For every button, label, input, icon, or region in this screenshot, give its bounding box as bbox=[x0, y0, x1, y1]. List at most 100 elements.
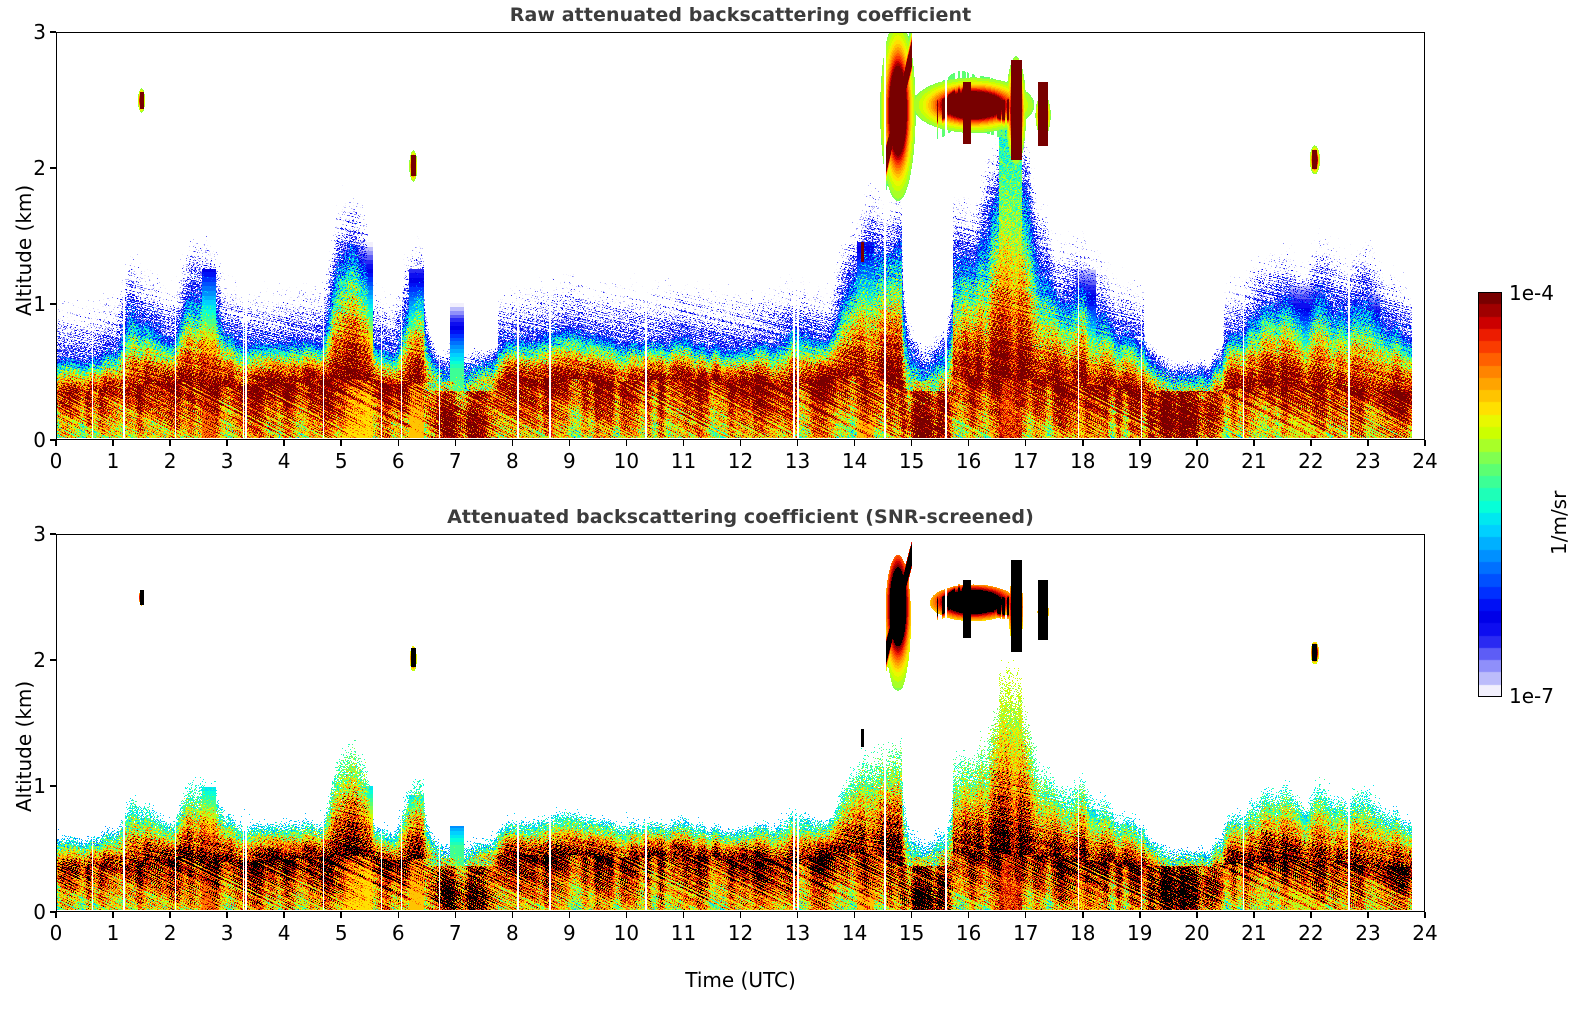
x-tick bbox=[1367, 912, 1369, 918]
x-tick-label: 3 bbox=[220, 449, 234, 473]
x-tick bbox=[226, 440, 228, 446]
x-tick bbox=[1424, 912, 1426, 918]
x-tick-label: 20 bbox=[1184, 449, 1210, 473]
x-tick-label: 15 bbox=[898, 921, 925, 945]
x-tick-label: 9 bbox=[563, 921, 576, 945]
colorbar[interactable] bbox=[1478, 292, 1502, 697]
x-tick-label: 5 bbox=[334, 449, 348, 473]
heatmap-image-screened bbox=[57, 535, 1423, 910]
colorbar-min-label: 1e-7 bbox=[1509, 684, 1554, 708]
x-tick bbox=[226, 912, 228, 918]
y-tick-label: 2 bbox=[33, 648, 46, 672]
y-tick-label: 3 bbox=[33, 20, 46, 44]
x-tick bbox=[55, 912, 57, 918]
x-tick bbox=[1082, 912, 1084, 918]
x-tick bbox=[967, 440, 970, 446]
x-tick bbox=[1196, 912, 1198, 918]
x-tick-label: 22 bbox=[1298, 921, 1324, 945]
panel-title-raw: Raw attenuated backscattering coefficien… bbox=[509, 4, 972, 26]
x-tick bbox=[1139, 440, 1141, 446]
x-tick-label: 22 bbox=[1298, 449, 1324, 473]
y-tick bbox=[50, 439, 56, 441]
x-tick bbox=[454, 440, 457, 446]
x-tick-label: 1 bbox=[106, 921, 120, 945]
x-tick bbox=[796, 912, 799, 918]
y-tick-label: 0 bbox=[33, 428, 46, 452]
x-tick-label: 0 bbox=[49, 449, 63, 473]
x-tick-label: 19 bbox=[1127, 449, 1153, 473]
x-tick bbox=[1253, 440, 1255, 446]
x-tick-label: 2 bbox=[163, 449, 177, 473]
colorbar-unit-label: 1/m/sr bbox=[1547, 490, 1571, 555]
x-tick bbox=[397, 440, 399, 446]
x-tick bbox=[55, 440, 57, 446]
x-tick-label: 13 bbox=[784, 921, 811, 945]
x-tick bbox=[1139, 912, 1141, 918]
y-tick-label: 3 bbox=[33, 522, 46, 546]
x-tick bbox=[625, 912, 628, 918]
x-tick-label: 10 bbox=[613, 921, 640, 945]
x-tick-label: 18 bbox=[1070, 921, 1096, 945]
x-tick-label: 24 bbox=[1412, 449, 1438, 473]
x-tick-label: 24 bbox=[1412, 921, 1438, 945]
y-tick bbox=[50, 911, 56, 913]
x-tick bbox=[682, 912, 685, 918]
x-tick-label: 23 bbox=[1355, 449, 1381, 473]
x-tick-label: 11 bbox=[670, 449, 697, 473]
colorbar-max-label: 1e-4 bbox=[1509, 281, 1554, 305]
x-tick-label: 14 bbox=[841, 921, 868, 945]
y-tick-label: 0 bbox=[33, 900, 46, 924]
x-tick bbox=[1196, 440, 1198, 446]
x-tick-label: 0 bbox=[49, 921, 63, 945]
x-tick-label: 17 bbox=[1012, 921, 1039, 945]
x-tick-label: 5 bbox=[334, 921, 348, 945]
x-tick bbox=[625, 440, 628, 446]
x-tick-label: 21 bbox=[1241, 921, 1267, 945]
x-tick-label: 16 bbox=[955, 921, 982, 945]
x-tick bbox=[1024, 440, 1027, 446]
y-tick-label: 1 bbox=[33, 774, 46, 798]
x-axis-title: Time (UTC) bbox=[685, 968, 796, 992]
x-tick-label: 8 bbox=[505, 449, 519, 473]
x-tick bbox=[853, 912, 856, 918]
x-tick-label: 15 bbox=[898, 449, 925, 473]
x-tick bbox=[967, 912, 970, 918]
x-tick bbox=[1367, 440, 1369, 446]
x-tick bbox=[283, 912, 285, 918]
y-tick bbox=[50, 303, 56, 305]
x-tick bbox=[1310, 912, 1312, 918]
x-tick bbox=[910, 440, 913, 446]
x-tick bbox=[853, 440, 856, 446]
x-tick-label: 18 bbox=[1070, 449, 1096, 473]
x-tick bbox=[682, 440, 685, 446]
colorbar-frame bbox=[1478, 292, 1502, 697]
x-tick-label: 14 bbox=[841, 449, 868, 473]
heatmap-panel-raw[interactable] bbox=[56, 32, 1425, 440]
x-tick bbox=[1082, 440, 1084, 446]
x-tick bbox=[1253, 912, 1255, 918]
x-tick bbox=[283, 440, 285, 446]
x-tick bbox=[739, 440, 742, 446]
x-tick bbox=[340, 440, 342, 446]
x-tick-label: 1 bbox=[106, 449, 120, 473]
x-tick bbox=[169, 912, 171, 918]
x-tick-label: 9 bbox=[563, 449, 576, 473]
heatmap-panel-screened[interactable] bbox=[56, 534, 1425, 912]
panel-title-screened: Attenuated backscattering coefficient (S… bbox=[447, 506, 1034, 528]
x-tick-label: 13 bbox=[784, 449, 811, 473]
y-tick bbox=[50, 167, 56, 169]
x-tick bbox=[112, 440, 114, 446]
x-tick bbox=[568, 440, 571, 446]
y-tick bbox=[50, 533, 56, 535]
x-tick-label: 20 bbox=[1184, 921, 1210, 945]
x-tick-label: 4 bbox=[277, 449, 291, 473]
x-tick bbox=[568, 912, 571, 918]
x-tick-label: 10 bbox=[613, 449, 640, 473]
x-tick-label: 17 bbox=[1012, 449, 1039, 473]
x-tick bbox=[454, 912, 457, 918]
x-tick bbox=[340, 912, 342, 918]
x-tick bbox=[1424, 440, 1426, 446]
y-tick bbox=[50, 659, 56, 661]
x-tick-label: 2 bbox=[163, 921, 177, 945]
